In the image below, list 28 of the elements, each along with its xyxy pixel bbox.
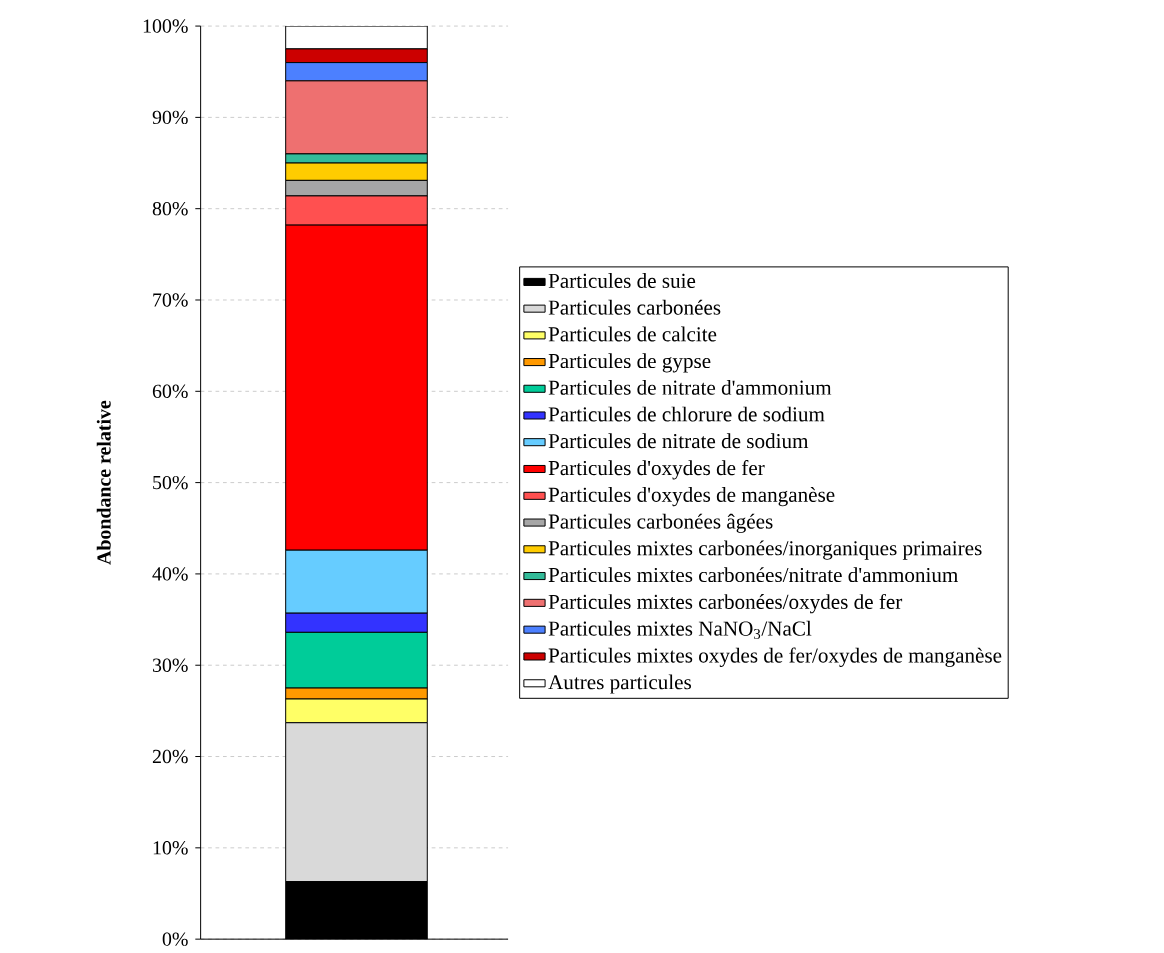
legend-label: Particules de nitrate de sodium — [548, 433, 809, 449]
legend-label: Particules mixtes NaNO$_{3}$/NaCl — [548, 621, 812, 640]
legend-label: Particules de chlorure de sodium — [548, 406, 825, 422]
legend-label: Particules carbonées âgées — [548, 513, 773, 534]
legend-label: Particules d'oxydes de fer — [548, 460, 765, 480]
y-tick-label: 100% — [143, 19, 188, 33]
legend-label: Particules d'oxydes de manganèse — [548, 487, 835, 507]
y-tick-label: 10% — [153, 841, 188, 855]
legend-label: Particules de suie — [548, 273, 696, 289]
legend-label: Particules de nitrate d'ammonium — [548, 380, 832, 395]
y-tick-label: 0% — [162, 932, 188, 947]
y-tick-label: 80% — [152, 202, 188, 216]
legend-label: Particules mixtes carbonées/nitrate d'ammonium — [548, 567, 959, 583]
y-tick-label: 40% — [152, 567, 188, 581]
legend-label: Particules mixtes carbonées/inorganiques primaires — [548, 540, 982, 560]
y-tick-label: 50% — [153, 476, 188, 490]
y-tick-label: 20% — [152, 749, 188, 764]
y-axis-title: Abondance relative — [96, 400, 111, 565]
y-tick-label: 60% — [152, 384, 188, 399]
legend-label: Particules carbonées — [548, 299, 721, 315]
legend-label: Autres particules — [548, 674, 691, 694]
legend-label: Particules mixtes oxydes de fer/oxydes de manganèse — [548, 647, 1002, 668]
legend-label: Particules mixtes carbonées/oxydes de fer — [548, 594, 903, 614]
y-tick-label: 30% — [152, 658, 188, 673]
y-tick-label: 70% — [153, 293, 188, 307]
legend-label: Particules de calcite — [548, 326, 717, 342]
y-tick-label: 90% — [152, 110, 188, 125]
legend-label: Particules de gypse — [548, 353, 711, 373]
